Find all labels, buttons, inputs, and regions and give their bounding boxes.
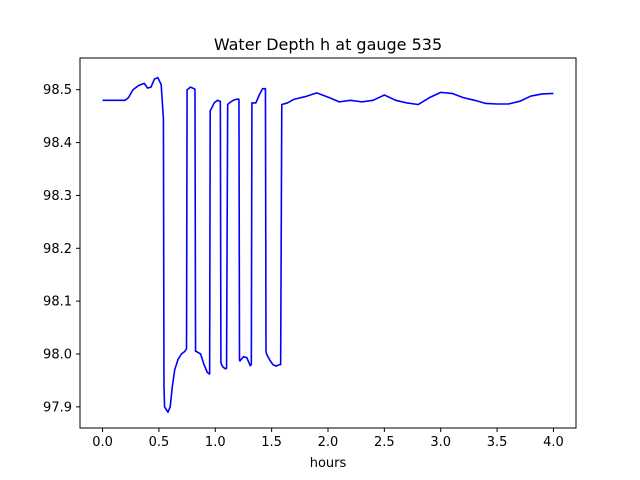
y-tick-label: 98.0 [43,348,72,363]
y-tick-label: 98.4 [43,136,72,151]
x-axis-ticks: 0.0 0.5 1.0 1.5 2.0 2.5 3.0 3.5 4.0 [92,428,564,450]
x-tick-label: 0.5 [149,435,170,450]
x-tick-label: 0.0 [92,435,113,450]
y-tick-label: 97.9 [43,400,72,415]
x-tick-label: 1.5 [261,435,282,450]
y-tick-label: 98.1 [43,295,72,310]
y-axis-ticks: 97.9 98.0 98.1 98.2 98.3 98.4 98.5 [43,83,80,415]
plot-area [102,76,554,413]
series-line-water-depth [102,76,554,413]
y-tick-label: 98.2 [43,242,72,257]
x-tick-label: 3.0 [430,435,451,450]
x-axis-label: hours [310,456,347,471]
x-tick-label: 2.5 [374,435,395,450]
x-tick-label: 4.0 [543,435,564,450]
chart-title: Water Depth h at gauge 535 [214,35,442,54]
y-tick-label: 98.5 [43,83,72,98]
x-tick-label: 1.0 [205,435,226,450]
x-tick-label: 3.5 [487,435,508,450]
x-tick-label: 2.0 [318,435,339,450]
y-tick-label: 98.3 [43,189,72,204]
